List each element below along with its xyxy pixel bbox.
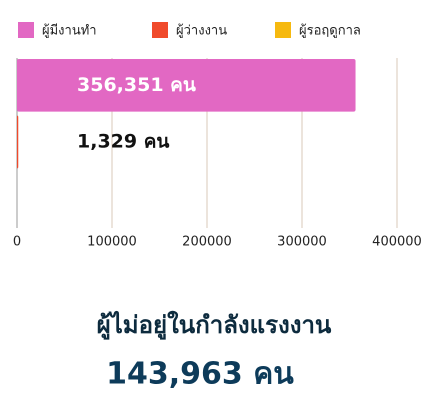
legend-swatch	[275, 22, 291, 38]
x-tick-label: 0	[13, 235, 21, 250]
legend-swatch	[152, 22, 168, 38]
legend-swatch	[18, 22, 34, 38]
x-tick-label: 200000	[182, 235, 232, 250]
x-tick-label: 100000	[87, 235, 137, 250]
bar	[17, 115, 19, 169]
x-tick-label: 300000	[277, 235, 327, 250]
legend-label: ผู้ว่างงาน	[176, 24, 227, 39]
data-label: 356,351 คน	[77, 74, 196, 96]
data-label: 1,329 คน	[77, 131, 169, 153]
legend-label: ผู้รอฤดูกาล	[299, 24, 361, 39]
bar	[17, 59, 356, 112]
annotation: ผู้ไม่อยู่ในกำลังแรงงาน	[97, 310, 332, 340]
legend-label: ผู้มีงานทำ	[42, 23, 97, 39]
x-tick-label: 400000	[372, 235, 422, 250]
annotation: 143,963 คน	[106, 357, 294, 392]
